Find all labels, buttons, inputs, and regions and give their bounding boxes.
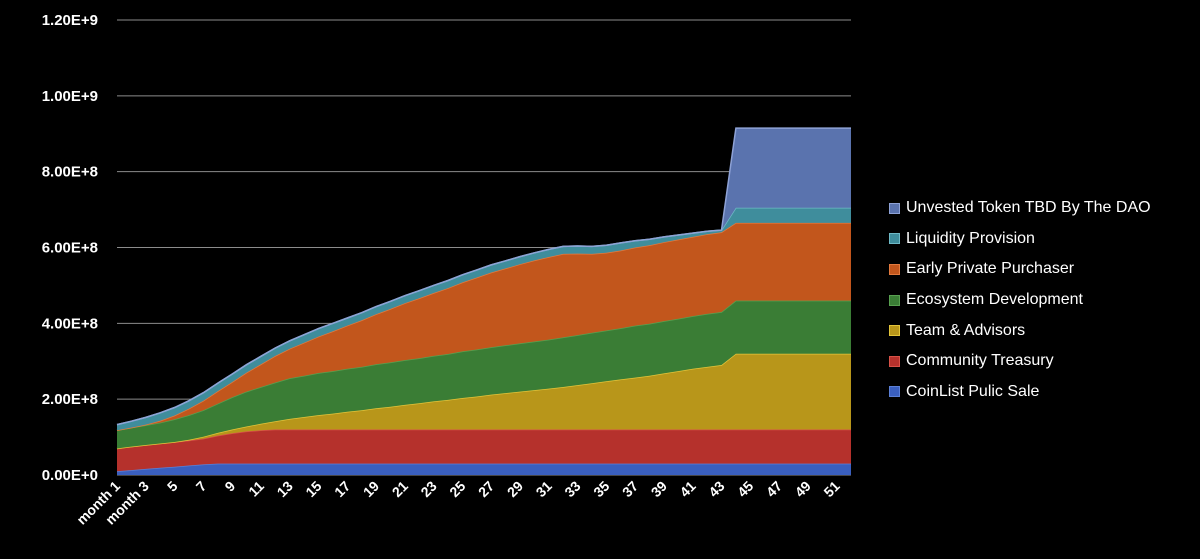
legend-swatch — [889, 355, 900, 367]
x-tick-label: 35 — [590, 478, 612, 500]
y-tick-label: 4.00E+8 — [42, 315, 98, 332]
x-tick-label: 11 — [245, 478, 267, 500]
x-tick-label: 9 — [221, 478, 238, 495]
legend-label: Unvested Token TBD By The DAO — [906, 199, 1151, 217]
area-early-private-purchaser — [117, 222, 851, 431]
chart-legend: Unvested Token TBD By The DAO Liquidity P… — [889, 193, 1151, 407]
x-tick-label: 45 — [734, 478, 756, 500]
y-axis-ticks: 0.00E+0 2.00E+8 4.00E+8 6.00E+8 8.00E+8 1.00E… — [42, 12, 98, 484]
legend-swatch — [889, 263, 900, 275]
legend-item: Early Private Purchaser — [889, 254, 1151, 285]
area-unvested-token-tbd-by-the-dao — [117, 128, 851, 425]
x-tick-label: 43 — [705, 478, 727, 500]
legend-item: Ecosystem Development — [889, 285, 1151, 316]
legend-item: Liquidity Provision — [889, 224, 1151, 255]
x-tick-label: 7 — [193, 478, 210, 495]
series-areas — [116, 127, 851, 475]
y-tick-label: 1.20E+9 — [42, 12, 98, 29]
x-tick-label: 31 — [533, 478, 555, 500]
area-coinlist-pulic-sale — [117, 463, 851, 475]
legend-label: Early Private Purchaser — [906, 260, 1075, 278]
area-team-advisors — [117, 353, 851, 449]
x-tick-label: 27 — [475, 478, 497, 500]
legend-label: Community Treasury — [906, 352, 1054, 370]
legend-swatch — [889, 294, 900, 306]
legend-label: Ecosystem Development — [906, 291, 1083, 309]
legend-swatch — [889, 386, 900, 398]
x-tick-label: 47 — [763, 478, 785, 500]
area-ecosystem-development — [117, 300, 851, 449]
y-tick-label: 8.00E+8 — [42, 164, 98, 181]
legend-item: CoinList Pulic Sale — [889, 377, 1151, 408]
y-tick-label: 1.00E+9 — [42, 88, 98, 105]
x-tick-label: 17 — [331, 478, 353, 500]
legend-item: Team & Advisors — [889, 315, 1151, 346]
legend-swatch — [889, 325, 900, 337]
legend-swatch — [889, 233, 900, 245]
legend-label: Team & Advisors — [906, 321, 1026, 339]
x-tick-label: 33 — [561, 478, 583, 500]
x-tick-label: 13 — [273, 478, 295, 500]
legend-label: Liquidity Provision — [906, 229, 1035, 247]
x-tick-label: 15 — [302, 478, 324, 500]
y-tick-label: 0.00E+0 — [42, 467, 98, 484]
x-tick-label: 23 — [417, 478, 439, 500]
area-community-treasury — [117, 429, 851, 472]
x-tick-label: 25 — [446, 478, 468, 500]
legend-item: Unvested Token TBD By The DAO — [889, 193, 1151, 224]
x-tick-label: 39 — [648, 478, 670, 500]
y-tick-label: 2.00E+8 — [42, 391, 98, 408]
x-tick-label: 5 — [164, 478, 181, 495]
x-tick-label: 19 — [360, 478, 382, 500]
y-tick-label: 6.00E+8 — [42, 240, 98, 257]
x-tick-label: 49 — [792, 478, 814, 500]
area-edge-unvested-token-tbd-by-the-dao — [116, 127, 851, 426]
x-tick-label: 21 — [389, 478, 411, 500]
x-tick-label: 51 — [820, 478, 842, 500]
x-tick-label: 37 — [619, 478, 641, 500]
x-tick-label: 29 — [504, 478, 526, 500]
legend-item: Community Treasury — [889, 346, 1151, 377]
legend-label: CoinList Pulic Sale — [906, 382, 1040, 400]
legend-swatch — [889, 202, 900, 214]
x-tick-label: 41 — [676, 478, 698, 500]
